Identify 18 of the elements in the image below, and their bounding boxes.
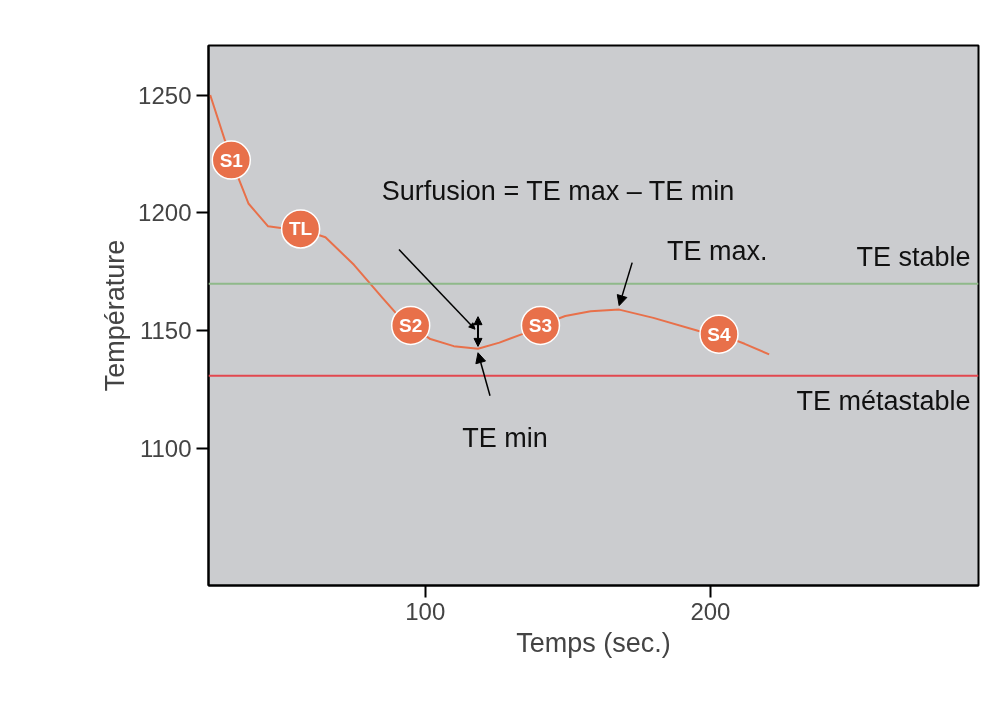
annotation: TE max.: [666, 235, 768, 266]
annotation: Surfusion = TE max – TE min: [381, 175, 735, 206]
data-label: S3: [528, 314, 553, 336]
data-label: S4: [707, 323, 732, 345]
y-tick-label: 1100: [139, 435, 192, 463]
data-label: TL: [289, 218, 313, 240]
y-tick-label: 1200: [138, 199, 192, 227]
x-axis-title: Temps (sec.): [516, 627, 671, 658]
y-tick-label: 1150: [139, 317, 192, 345]
y-axis-title: Température: [100, 239, 131, 392]
y-tick-label: 1250: [138, 81, 192, 109]
x-tick-label: 200: [690, 597, 731, 625]
data-label: S2: [399, 314, 423, 336]
data-label: S1: [219, 149, 244, 171]
ref-line-label: TE métastable: [796, 385, 971, 416]
annotation: TE min: [462, 422, 548, 453]
ref-line-label: TE stable: [856, 241, 971, 272]
x-tick-label: 100: [405, 597, 446, 625]
